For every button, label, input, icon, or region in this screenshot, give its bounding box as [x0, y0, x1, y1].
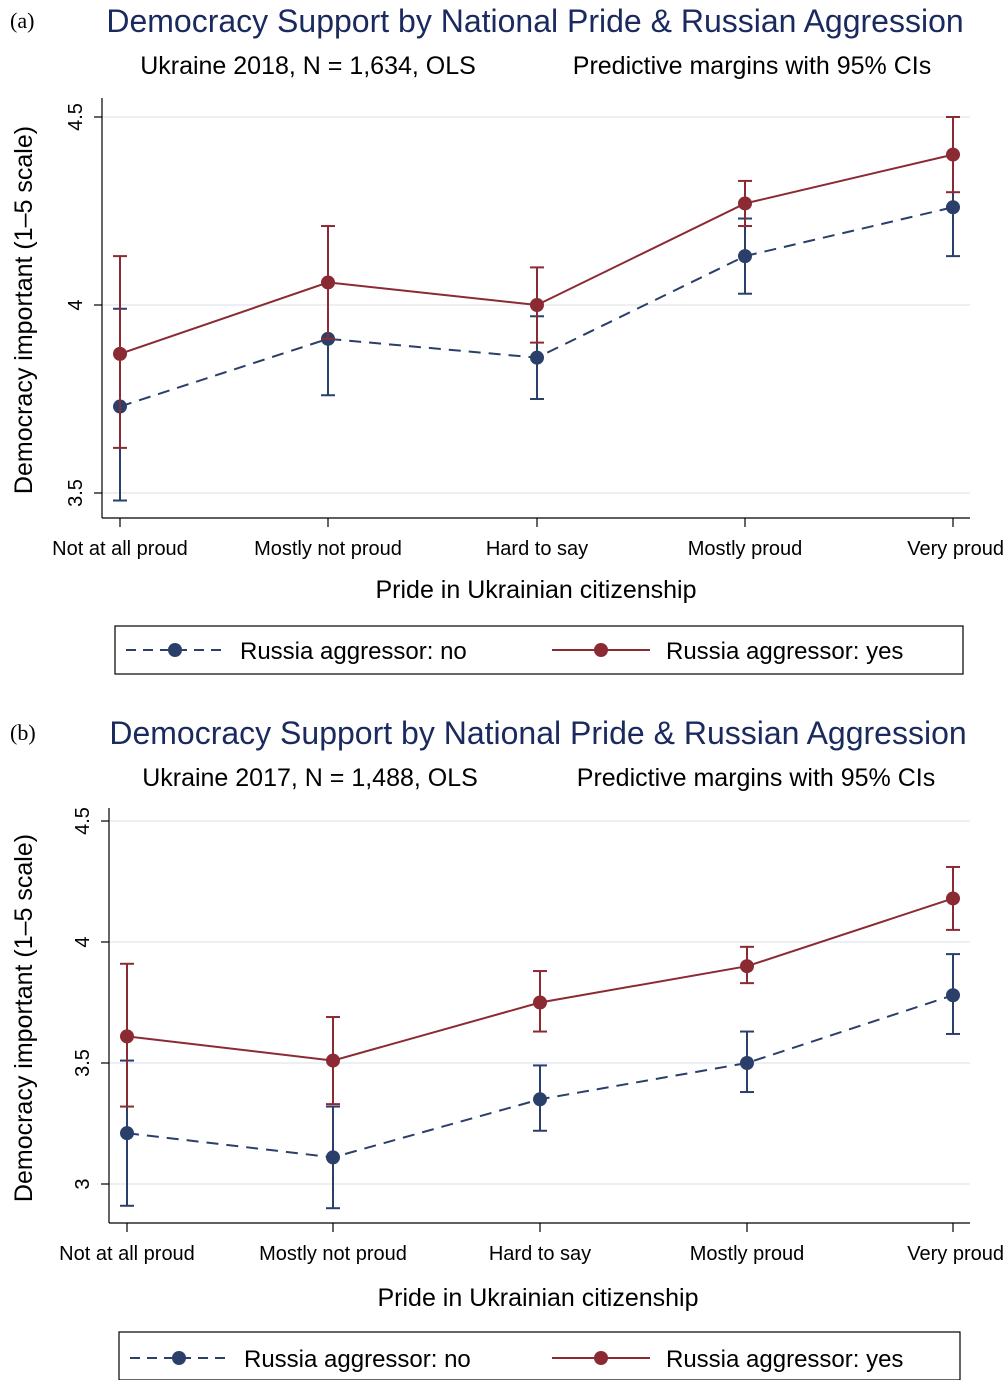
- legend-marker-no: [172, 1351, 186, 1365]
- panel-label: (a): [10, 8, 34, 33]
- chart-subtitle-right: Predictive margins with 95% CIs: [577, 764, 935, 792]
- chart-subtitle-right: Predictive margins with 95% CIs: [573, 52, 931, 80]
- x-tick-label: Hard to say: [489, 1243, 591, 1265]
- y-tick-label: 4.5: [72, 807, 94, 835]
- chart-subtitle-left: Ukraine 2018, N = 1,634, OLS: [140, 52, 476, 80]
- x-tick-label: Very proud: [907, 538, 1004, 560]
- legend: Russia aggressor: no Russia aggressor: y…: [114, 625, 964, 675]
- y-axis-label: Democracy important (1–5 scale): [10, 834, 38, 1202]
- data-point: [321, 275, 335, 290]
- legend-label-yes: Russia aggressor: yes: [666, 638, 903, 665]
- chart-panel-a: (a) Democracy Support by National Pride …: [10, 3, 1004, 675]
- y-tick-label: 3: [72, 1178, 94, 1189]
- data-point: [946, 147, 960, 162]
- y-tick-label: 4: [72, 936, 94, 947]
- x-tick-label: Hard to say: [486, 538, 588, 560]
- chart-a-svg: (a) Democracy Support by National Pride …: [10, 3, 1004, 675]
- data-point: [533, 995, 547, 1010]
- chart-b-svg: (b) Democracy Support by National Pride …: [10, 715, 1004, 1380]
- data-point: [946, 988, 960, 1003]
- legend-box: [118, 1331, 961, 1380]
- y-tick-label: 4: [65, 299, 87, 310]
- y-tick-label: 3.5: [72, 1049, 94, 1077]
- data-point: [946, 200, 960, 215]
- data-point: [738, 249, 752, 264]
- data-point: [326, 1150, 340, 1165]
- x-tick-label: Mostly proud: [690, 1243, 805, 1265]
- data-point: [326, 1053, 340, 1068]
- x-axis-label: Pride in Ukrainian citizenship: [376, 576, 697, 604]
- legend-box: [114, 625, 964, 675]
- legend-label-yes: Russia aggressor: yes: [666, 1346, 903, 1373]
- chart-title: Democracy Support by National Pride & Ru…: [109, 715, 966, 751]
- legend-marker-yes: [594, 643, 608, 657]
- x-tick-label: Very proud: [907, 1243, 1004, 1265]
- series-aggressor-yes: [120, 865, 960, 1108]
- y-tick-label: 3.5: [65, 479, 87, 507]
- x-tick-label: Mostly not proud: [254, 538, 402, 560]
- x-tick-label: Not at all proud: [52, 538, 188, 560]
- legend-marker-no: [168, 643, 182, 657]
- x-tick-label: Mostly not proud: [259, 1243, 407, 1265]
- data-point: [530, 298, 544, 312]
- data-point: [530, 350, 544, 365]
- series-aggressor-yes: [113, 116, 960, 449]
- chart-panel-b: (b) Democracy Support by National Pride …: [0, 712, 1007, 1380]
- data-point: [120, 1029, 134, 1044]
- y-axis-label: Democracy important (1–5 scale): [10, 126, 38, 494]
- data-point: [740, 959, 754, 974]
- data-point: [120, 1126, 134, 1141]
- x-tick-label: Mostly proud: [688, 538, 803, 560]
- y-tick-label: 4.5: [65, 103, 87, 131]
- data-point: [533, 1092, 547, 1107]
- panel-label: (b): [10, 720, 36, 745]
- legend-label-no: Russia aggressor: no: [244, 1346, 471, 1373]
- x-tick-label: Not at all proud: [59, 1243, 195, 1265]
- data-point: [946, 891, 960, 906]
- x-axis-label: Pride in Ukrainian citizenship: [378, 1284, 699, 1312]
- legend-marker-yes: [594, 1351, 608, 1365]
- legend-label-no: Russia aggressor: no: [240, 638, 467, 665]
- chart-title: Democracy Support by National Pride & Ru…: [106, 3, 963, 39]
- legend: Russia aggressor: no Russia aggressor: y…: [118, 1331, 961, 1380]
- data-point: [738, 196, 752, 211]
- chart-subtitle-left: Ukraine 2017, N = 1,488, OLS: [142, 764, 478, 792]
- data-point: [113, 346, 127, 361]
- data-point: [740, 1056, 754, 1070]
